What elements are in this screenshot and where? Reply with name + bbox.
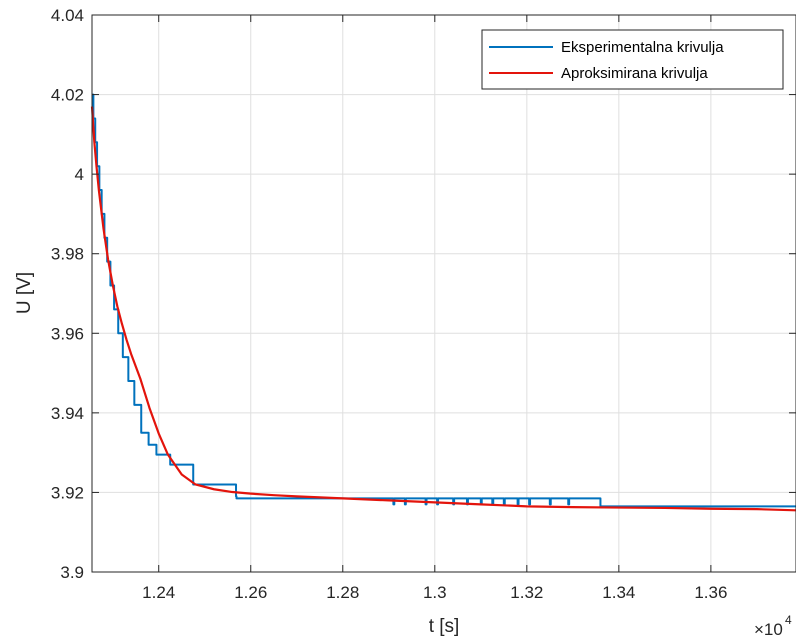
- x-tick-label: 1.36: [694, 583, 727, 602]
- x-tick-label: 1.28: [326, 583, 359, 602]
- y-tick-label: 3.92: [51, 483, 84, 502]
- x-tick-label: 1.34: [602, 583, 635, 602]
- y-tick-label: 4: [75, 165, 84, 184]
- y-tick-label: 4.02: [51, 86, 84, 105]
- y-tick-label: 3.98: [51, 245, 84, 264]
- y-tick-label: 3.94: [51, 404, 84, 423]
- x-axis: 1.24 1.26 1.28 1.3 1.32 1.34 1.36: [142, 15, 727, 602]
- legend-label-approximated: Aproksimirana krivulja: [561, 65, 708, 82]
- x-tick-label: 1.32: [510, 583, 543, 602]
- x-axis-exponent-base: ×10: [754, 620, 783, 639]
- x-tick-label: 1.3: [423, 583, 447, 602]
- x-axis-exponent-power: 4: [785, 613, 792, 627]
- y-tick-label: 4.04: [51, 6, 84, 25]
- y-axis: 3.9 3.92 3.94 3.96 3.98 4 4.02 4.04: [51, 6, 796, 582]
- x-tick-label: 1.26: [234, 583, 267, 602]
- x-tick-label: 1.24: [142, 583, 175, 602]
- grid: [92, 14, 796, 573]
- legend-box: [481, 29, 784, 90]
- y-tick-label: 3.96: [51, 324, 84, 343]
- series-layer: [90, 93, 796, 512]
- x-axis-exponent: ×10 4: [754, 613, 792, 639]
- y-tick-label: 3.9: [60, 563, 84, 582]
- x-axis-label: t [s]: [429, 616, 460, 637]
- y-axis-label: U [V]: [14, 272, 35, 314]
- plot-frame: [91, 14, 796, 573]
- series-approximated-line: [90, 106, 796, 512]
- plot-background: [92, 15, 796, 572]
- legend-label-experimental: Eksperimentalna krivulja: [561, 39, 724, 56]
- legend: Eksperimentalna krivulja Aproksimirana k…: [481, 29, 784, 90]
